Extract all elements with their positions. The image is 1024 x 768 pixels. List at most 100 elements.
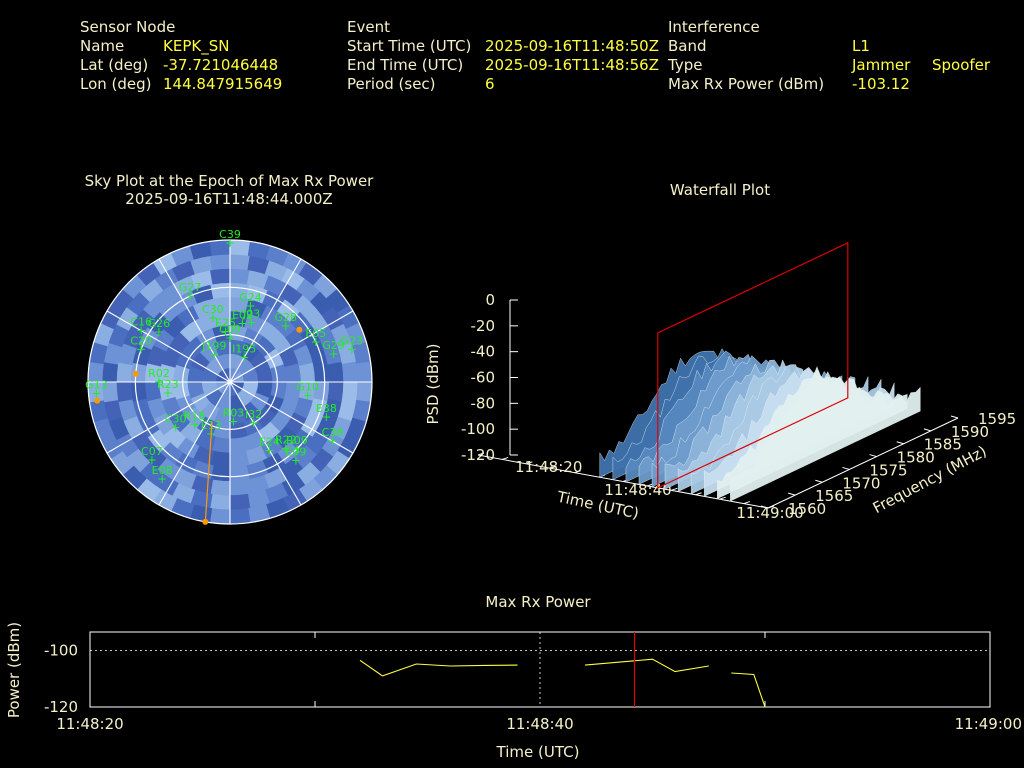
time-tick — [671, 487, 678, 491]
end-time-value: 2025-09-16T11:48:56Z — [485, 56, 659, 74]
skyplot-azimuth-line — [229, 381, 354, 454]
end-time-label: End Time (UTC) — [347, 56, 464, 74]
frequency-tick-label: 1580 — [897, 449, 935, 467]
psd-tick-label: 0 — [485, 291, 495, 309]
frequency-tick — [842, 466, 850, 470]
satellite-marker: + — [225, 331, 235, 345]
satellite-label: G24 — [239, 291, 262, 304]
maxrx-series-line — [359, 659, 518, 677]
period-label: Period (sec) — [347, 75, 436, 93]
band-value: L1 — [852, 37, 870, 55]
satellite-label: I195 — [232, 342, 256, 355]
satellite-marker: + — [292, 442, 302, 456]
time-tick — [574, 470, 581, 474]
satellite-marker: + — [157, 472, 167, 486]
satellite-marker: + — [245, 299, 255, 313]
frequency-tick — [923, 428, 931, 432]
satellite-marker: + — [91, 387, 101, 401]
satellite-marker: + — [154, 325, 164, 339]
waterfall-epoch-plane — [657, 241, 849, 489]
satellite-label: R18 — [184, 409, 206, 422]
skyplot-cell — [327, 361, 344, 383]
satellite-label: G28 — [275, 311, 298, 324]
skyplot-background — [88, 240, 372, 524]
satellite-marker: + — [237, 316, 247, 330]
satellite-marker: + — [225, 236, 235, 250]
maxrx-x-tick-label: 11:48:20 — [56, 715, 123, 733]
maxrx-series-line — [584, 658, 709, 673]
satellite-marker: + — [329, 347, 339, 361]
interference-marker — [296, 326, 303, 333]
interference-marker — [132, 370, 139, 377]
skyplot-subtitle: 2025-09-16T11:48:44.000Z — [125, 190, 332, 208]
psd-tick-label: -60 — [471, 369, 496, 387]
satellite-label: R03 — [223, 406, 245, 419]
waterfall-plot: 0 -20 -40 -60 -80 -100 -120 PSD (dBm) 11:48:20 11… — [424, 241, 1016, 523]
maxrx-series-line — [731, 672, 766, 708]
satellite-marker: + — [347, 342, 357, 356]
satellite-marker: + — [281, 319, 291, 333]
satellite-marker: + — [311, 335, 321, 349]
frequency-tick — [950, 415, 959, 419]
skyplot-cell — [209, 479, 231, 496]
satellite-marker: + — [291, 454, 301, 468]
lat-label: Lat (deg) — [80, 56, 149, 74]
name-value: KEPK_SN — [163, 37, 230, 55]
frequency-tick — [788, 492, 796, 496]
skyplot-cell — [116, 381, 133, 403]
satellite-label: C39 — [219, 228, 241, 241]
type-label: Type — [668, 56, 703, 74]
type-value-jammer: Jammer — [852, 56, 911, 74]
period-value: 6 — [485, 75, 495, 93]
satellite-marker: + — [327, 434, 337, 448]
satellite-marker: + — [264, 443, 274, 457]
frequency-tick — [760, 505, 769, 509]
satellite-label: R22 — [275, 433, 297, 446]
skyplot-azimuth-line — [106, 310, 231, 383]
psd-axis-label: PSD (dBm) — [424, 343, 442, 424]
skyplot-azimuth-line — [229, 258, 302, 383]
interference-title: Interference — [668, 18, 760, 36]
satellite-marker: + — [171, 421, 181, 435]
psd-tick-label: -100 — [461, 420, 495, 438]
satellite-label: R09 — [286, 434, 308, 447]
satellite-marker: + — [221, 325, 231, 339]
skyplot-cell — [209, 268, 231, 285]
satellite-label: G27 — [179, 281, 202, 294]
psd-tick-label: -20 — [471, 317, 496, 335]
skyplot-cell — [130, 381, 147, 402]
satellite-marker: + — [303, 389, 313, 403]
time-tick — [719, 496, 726, 500]
satellite-marker: + — [154, 375, 164, 389]
satellite-marker: + — [249, 416, 259, 430]
satellite-label: C30 — [165, 413, 187, 426]
satellite-marker: + — [228, 414, 238, 428]
satellite-marker: + — [147, 453, 157, 467]
satellite-label: C16 — [130, 316, 152, 329]
frequency-tick-label: 1575 — [869, 461, 907, 479]
frequency-axis — [767, 417, 959, 509]
start-time-value: 2025-09-16T11:48:50Z — [485, 37, 659, 55]
time-tick — [767, 505, 775, 509]
frequency-tick-label: 1585 — [924, 436, 962, 454]
time-tick — [477, 452, 485, 456]
satellite-label: E24 — [259, 435, 280, 448]
interference-marker — [94, 397, 101, 404]
satellite-label: C30 — [202, 303, 224, 316]
satellite-marker: + — [209, 348, 219, 362]
satellite-marker: + — [136, 324, 146, 338]
frequency-tick — [896, 441, 904, 445]
skyplot-cell — [209, 253, 231, 271]
band-label: Band — [668, 37, 707, 55]
psd-tick-label: -40 — [471, 343, 496, 361]
frequency-tick-label: 1590 — [951, 423, 989, 441]
satellite-label: J199 — [201, 340, 226, 353]
satellite-marker: + — [247, 316, 257, 330]
skyplot-cell — [210, 465, 231, 482]
satellite-label: G10 — [296, 381, 319, 394]
waterfall-title: Waterfall Plot — [670, 181, 770, 199]
frequency-tick-label: 1565 — [815, 487, 853, 505]
satellite-label: E13 — [201, 419, 222, 432]
